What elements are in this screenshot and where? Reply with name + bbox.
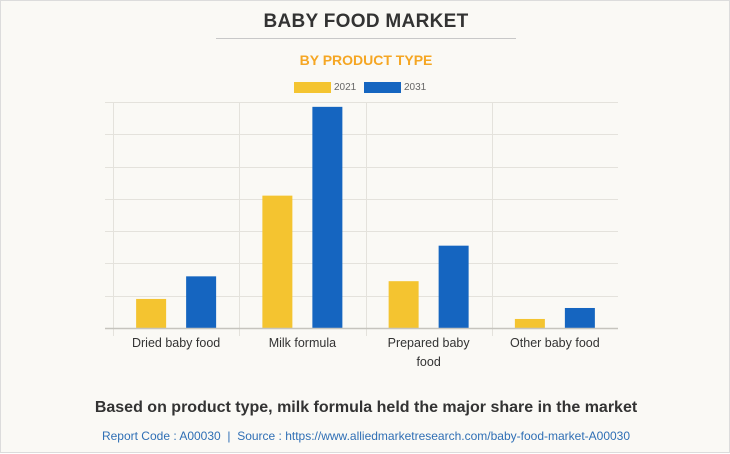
legend: 2021 2031 [1, 81, 730, 95]
source-line: Report Code : A00030 | Source : https://… [1, 429, 730, 443]
title-divider [216, 38, 516, 39]
x-tick-label: Other baby food [510, 336, 600, 350]
bar-2031-other-baby-food [564, 307, 595, 328]
legend-swatch-2021 [294, 82, 331, 93]
bar-2021-dried-baby-food [136, 298, 167, 328]
source-link[interactable]: Source : https://www.alliedmarketresearc… [237, 429, 631, 443]
legend-swatch-2031 [364, 82, 401, 93]
x-tick-label: Prepared baby [388, 336, 471, 350]
chart-title: BABY FOOD MARKET [263, 11, 469, 32]
report-code: Report Code : A00030 [101, 429, 221, 443]
legend-label-2021: 2021 [334, 82, 357, 93]
chart-subtitle: BY PRODUCT TYPE [299, 52, 433, 68]
bar-2021-other-baby-food [514, 318, 545, 328]
source-separator: | [227, 429, 231, 443]
x-tick-label: food [416, 355, 440, 369]
x-tick-label: Dried baby food [132, 336, 220, 350]
bar-2021-prepared-baby-food [388, 281, 419, 328]
chart-caption: Based on product type, milk formula held… [94, 399, 638, 416]
bar-2031-milk-formula [312, 106, 343, 328]
bar-2031-dried-baby-food [186, 276, 217, 328]
x-tick-label: Milk formula [269, 336, 336, 350]
legend-label-2031: 2031 [404, 82, 427, 93]
bar-2021-milk-formula [262, 195, 293, 328]
bar-2031-prepared-baby-food [438, 245, 469, 328]
